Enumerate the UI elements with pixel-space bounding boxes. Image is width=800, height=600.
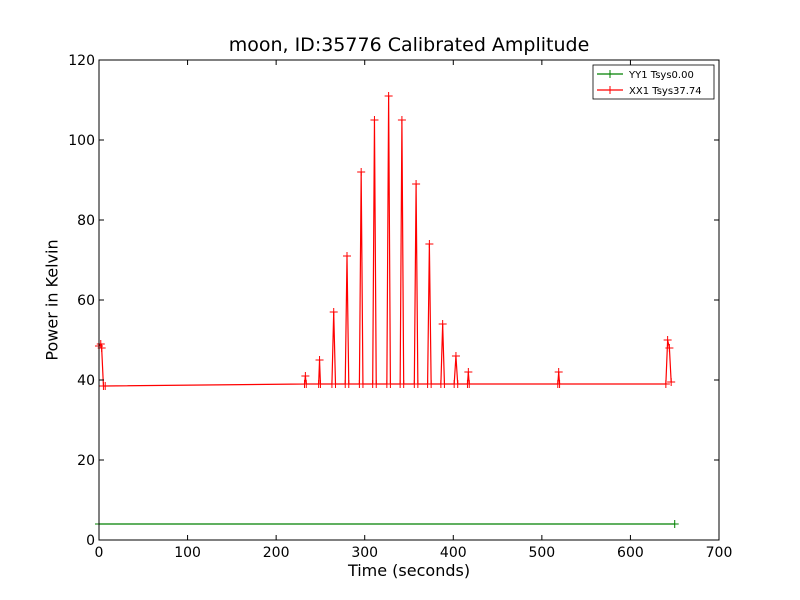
data-point-1-25	[386, 380, 395, 388]
data-point-1-40	[453, 380, 462, 388]
x-tick-label-4: 400	[440, 545, 467, 561]
data-point-1-43	[465, 380, 474, 388]
data-point-1-49	[665, 344, 674, 352]
y-tick-label-2: 40	[77, 373, 95, 389]
legend-marker-0	[606, 70, 614, 78]
data-point-1-46	[555, 380, 564, 388]
data-point-1-4	[101, 382, 110, 390]
data-point-1-42	[464, 368, 473, 376]
data-point-1-39	[451, 352, 460, 360]
series-1	[95, 92, 676, 390]
data-point-1-27	[397, 116, 406, 124]
data-point-1-10	[316, 380, 325, 388]
legend-label-0: YY1 Tsys0.00	[628, 70, 694, 81]
y-tick-label-4: 80	[77, 213, 95, 229]
data-point-1-28	[399, 380, 408, 388]
x-tick-label-1: 100	[174, 545, 201, 561]
legend-label-1: XX1 Tsys37.74	[629, 86, 702, 97]
data-point-1-7	[302, 380, 311, 388]
plot-frame	[98, 59, 720, 541]
data-point-1-33	[425, 240, 434, 248]
x-tick-label-2: 200	[263, 545, 290, 561]
x-tick-label-3: 300	[351, 545, 378, 561]
data-point-1-36	[438, 320, 447, 328]
y-tick-label-1: 20	[77, 453, 95, 469]
y-tick-label-6: 120	[68, 53, 95, 69]
x-tick-label-5: 500	[528, 545, 555, 561]
data-point-1-24	[384, 92, 393, 100]
legend-marker-1	[606, 86, 614, 94]
data-point-0-1	[670, 520, 679, 528]
data-point-1-16	[344, 380, 353, 388]
data-point-1-9	[315, 356, 324, 364]
data-point-1-47	[661, 380, 670, 388]
data-point-1-13	[331, 380, 340, 388]
legend-box	[592, 64, 715, 100]
data-point-1-19	[358, 380, 367, 388]
data-point-1-21	[370, 116, 379, 124]
x-axis-label: Time (seconds)	[347, 561, 471, 580]
series-0	[95, 520, 679, 528]
series-line-1	[98, 95, 672, 387]
data-point-1-1	[96, 340, 105, 348]
y-tick-label-5: 100	[68, 133, 95, 149]
data-point-1-22	[372, 380, 381, 388]
data-point-1-50	[667, 378, 676, 386]
y-axis-label: Power in Kelvin	[42, 239, 62, 361]
y-tick-label-0: 0	[86, 533, 95, 549]
data-point-1-45	[554, 368, 563, 376]
x-tick-label-6: 600	[617, 545, 644, 561]
chart-title: moon, ID:35776 Calibrated Amplitude	[228, 34, 590, 56]
data-point-1-6	[301, 372, 310, 380]
data-point-1-48	[663, 336, 672, 344]
data-point-1-15	[343, 252, 351, 260]
data-point-1-34	[427, 380, 436, 388]
data-point-1-37	[440, 380, 449, 388]
data-point-1-31	[413, 380, 422, 388]
x-tick-label-7: 700	[706, 545, 733, 561]
data-point-1-30	[412, 180, 421, 188]
data-point-1-18	[357, 168, 366, 176]
data-point-1-12	[329, 308, 338, 316]
x-tick-label-0: 0	[95, 545, 104, 561]
y-tick-label-3: 60	[77, 293, 95, 309]
